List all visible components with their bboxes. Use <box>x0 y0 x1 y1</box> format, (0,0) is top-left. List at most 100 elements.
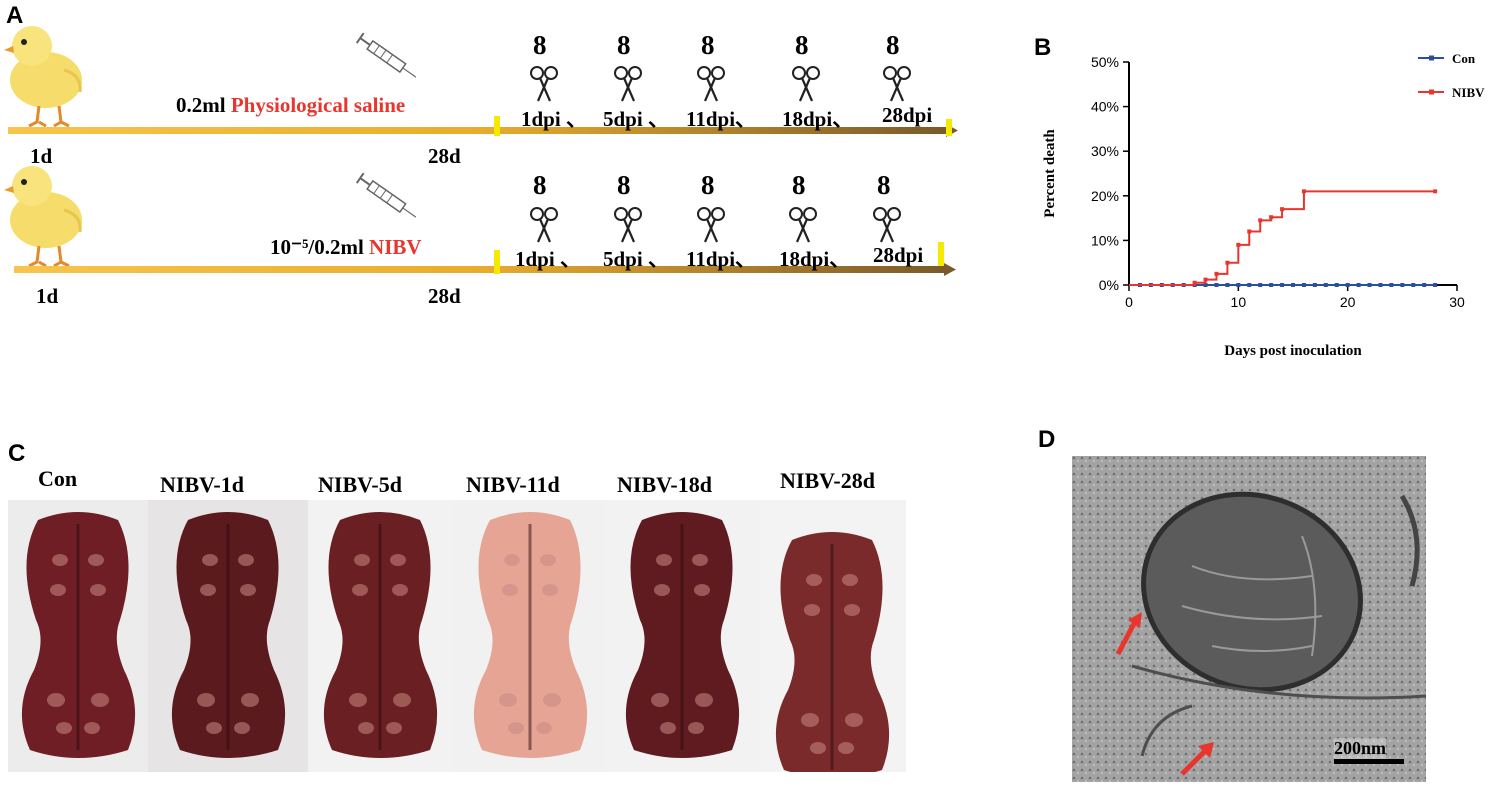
x-tick-label: 30 <box>1449 294 1465 310</box>
data-point <box>1411 283 1416 287</box>
start-marker <box>494 250 500 274</box>
sample-count: 8 <box>701 30 715 60</box>
scale-bar <box>1334 759 1404 764</box>
data-point <box>1433 283 1438 287</box>
timepoint-label: 5dpi 、 <box>603 107 669 131</box>
legend-marker <box>1429 55 1434 61</box>
sample-count: 8 <box>617 30 631 60</box>
panel-label-d: D <box>1038 426 1056 453</box>
scissors-icon <box>529 206 559 244</box>
data-point <box>1269 283 1274 287</box>
data-point <box>1400 283 1405 287</box>
dose-label: 10⁻⁵/0.2ml NIBV <box>270 235 422 259</box>
data-point <box>1247 283 1252 287</box>
data-point <box>1269 215 1274 220</box>
end-marker <box>946 119 952 136</box>
kidney-photo <box>606 500 760 772</box>
y-tick-label: 10% <box>1091 232 1119 248</box>
end-marker <box>938 242 944 266</box>
kidney-label: NIBV-1d <box>160 472 244 497</box>
kidney-label: NIBV-11d <box>466 472 560 497</box>
x-tick-label: 20 <box>1340 294 1356 310</box>
kidney-label: NIBV-28d <box>780 468 875 493</box>
kidney-label: NIBV-5d <box>318 472 402 497</box>
scissors-icon <box>882 65 912 103</box>
kidney-photo <box>148 500 308 772</box>
y-tick-label: 0% <box>1099 277 1119 293</box>
legend-marker <box>1429 89 1434 95</box>
timepoint-label: 18dpi、 <box>782 107 854 131</box>
start-day-label: 1d <box>30 144 53 168</box>
data-point <box>1301 189 1306 194</box>
end-day-label: 28d <box>428 284 461 308</box>
kidney-photo <box>454 500 606 772</box>
scissors-icon <box>613 206 643 244</box>
data-point <box>1225 283 1230 287</box>
legend-label: NIBV <box>1452 85 1485 100</box>
data-point <box>1433 189 1438 194</box>
sample-count: 8 <box>701 170 715 200</box>
kidney-photo <box>760 500 906 772</box>
survival-chart: 0% 10% 20% 30% 40% 50% 0 10 20 30 Days post inocul… <box>1042 51 1485 359</box>
series-line-nibv <box>1129 190 1436 286</box>
kidney-label: NIBV-18d <box>617 472 712 497</box>
tem-micrograph: 200nm <box>1072 456 1426 782</box>
kidney-photo <box>8 500 148 772</box>
data-point <box>1280 207 1285 212</box>
sample-count: 8 <box>877 170 891 200</box>
data-point <box>1356 283 1361 287</box>
data-point <box>1258 218 1263 223</box>
timepoint-label: 11dpi、 <box>686 247 757 271</box>
data-point <box>1334 283 1339 287</box>
data-point <box>1236 242 1241 247</box>
kidney-photo <box>308 500 454 772</box>
scissors-icon <box>613 65 643 103</box>
sample-count: 8 <box>617 170 631 200</box>
data-point <box>1203 283 1208 287</box>
data-point <box>1301 283 1306 287</box>
panel-label-b: B <box>1034 34 1052 61</box>
treatment-label: NIBV <box>369 235 422 259</box>
y-tick-label: 30% <box>1091 143 1119 159</box>
data-point <box>1258 283 1263 287</box>
data-point <box>1214 271 1219 276</box>
data-point <box>1280 283 1285 287</box>
data-point <box>1345 283 1350 287</box>
chick-icon <box>2 24 84 128</box>
chick-icon <box>2 164 84 268</box>
y-tick-label: 40% <box>1091 99 1119 115</box>
panel-label-c: C <box>8 440 26 467</box>
sample-count: 8 <box>792 170 806 200</box>
data-point <box>1214 283 1219 287</box>
start-marker <box>494 116 500 136</box>
data-point <box>1422 283 1427 287</box>
timeline-arrow <box>8 127 948 134</box>
timeline-graphic <box>2 24 958 276</box>
timepoint-label: 18dpi、 <box>779 247 851 271</box>
scissors-icon <box>872 206 902 244</box>
data-point <box>1225 260 1230 265</box>
y-axis-label: Percent death <box>1042 129 1058 218</box>
scissors-icon <box>788 206 818 244</box>
data-point <box>1378 283 1383 287</box>
scissors-icon <box>696 206 726 244</box>
scale-bar-label: 200nm <box>1334 738 1387 759</box>
scissors-icon <box>696 65 726 103</box>
start-day-label: 1d <box>36 284 59 308</box>
data-point <box>1236 283 1241 287</box>
mitochondrion <box>1141 491 1363 693</box>
timepoint-label: 11dpi、 <box>686 107 757 131</box>
sample-count: 8 <box>533 170 547 200</box>
scissors-icon <box>791 65 821 103</box>
data-point <box>1323 283 1328 287</box>
sample-count: 8 <box>795 30 809 60</box>
data-point <box>1367 283 1372 287</box>
data-point <box>1247 229 1252 234</box>
legend-label: Con <box>1452 51 1476 66</box>
x-axis-label: Days post inoculation <box>1224 343 1362 359</box>
timepoint-label: 28dpi <box>882 103 933 127</box>
x-tick-label: 0 <box>1125 294 1133 310</box>
timepoint-label: 5dpi 、 <box>603 247 669 271</box>
data-point <box>1291 283 1295 287</box>
timeline-arrow <box>14 266 946 273</box>
